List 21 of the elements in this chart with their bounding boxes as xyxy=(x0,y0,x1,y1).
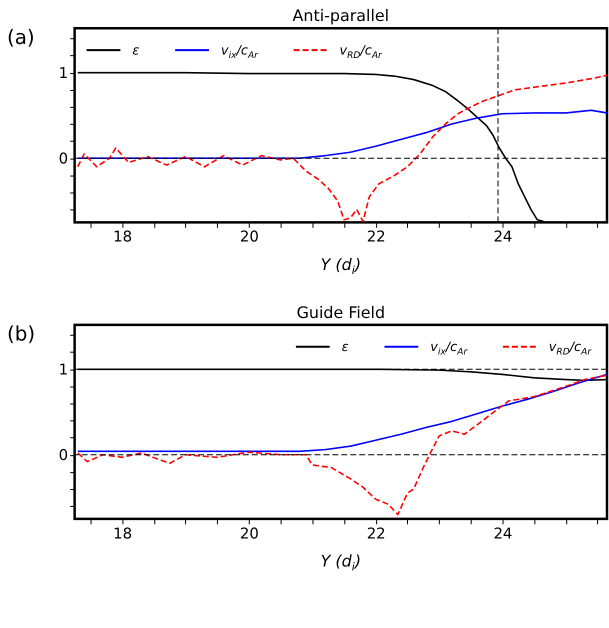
x-tick-label: 22 xyxy=(366,228,386,246)
x-tick-label: 24 xyxy=(493,524,512,542)
line-series xyxy=(77,110,608,160)
line-series xyxy=(77,374,608,516)
line-series xyxy=(77,374,608,452)
legend-label: ε xyxy=(132,44,140,59)
y-tick-label: 1 xyxy=(58,360,68,379)
x-tick-label: 20 xyxy=(240,524,259,542)
chart-title: Guide Field xyxy=(296,302,386,322)
x-tick-label: 20 xyxy=(240,228,259,246)
y-tick-label: 1 xyxy=(58,64,68,82)
x-tick-label: 18 xyxy=(113,228,132,246)
x-tick-label: 24 xyxy=(493,228,512,246)
x-tick-label: 18 xyxy=(113,524,132,542)
y-tick-label: 0 xyxy=(58,150,68,168)
y-tick-label: 0 xyxy=(58,446,68,464)
text: (b) xyxy=(6,322,36,346)
legend-label: ε xyxy=(342,340,349,356)
chart-title: Anti-parallel xyxy=(292,6,390,25)
text: (a) xyxy=(6,26,35,50)
x-tick-label: 22 xyxy=(366,524,386,542)
